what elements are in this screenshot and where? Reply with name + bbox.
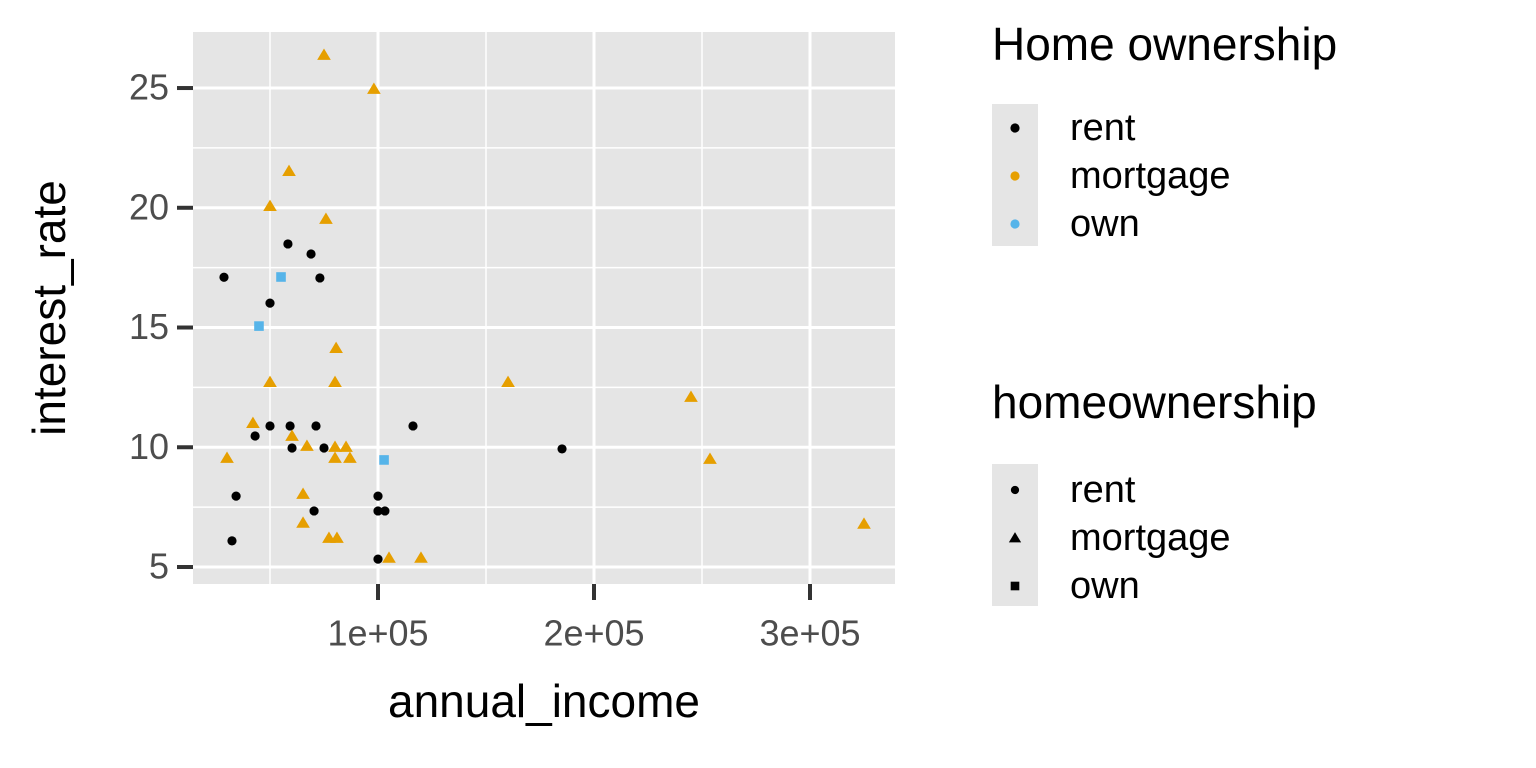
y-axis-title: interest_rate <box>23 180 75 436</box>
y-tick-label: 15 <box>129 306 169 347</box>
point <box>330 531 344 543</box>
legend-label: own <box>1070 203 1140 245</box>
legend-key <box>1010 581 1020 591</box>
point <box>857 517 871 529</box>
y-tick-label: 5 <box>149 546 169 587</box>
point <box>254 321 264 331</box>
panel <box>193 32 895 584</box>
point <box>328 375 342 387</box>
point <box>684 390 698 402</box>
point <box>703 452 717 464</box>
legend-title: Home ownership <box>992 18 1337 70</box>
point <box>343 451 357 463</box>
point <box>408 421 418 431</box>
point <box>287 443 297 453</box>
x-tick-label: 1e+05 <box>327 613 428 654</box>
point <box>296 487 310 499</box>
point <box>285 421 295 431</box>
point <box>306 249 316 259</box>
point <box>263 199 277 211</box>
point <box>309 506 319 516</box>
point <box>373 491 383 501</box>
legend-label: mortgage <box>1070 517 1231 559</box>
point <box>231 491 241 501</box>
point <box>315 273 325 283</box>
point <box>296 516 310 528</box>
x-tick-label: 2e+05 <box>543 613 644 654</box>
point <box>265 421 275 431</box>
point <box>276 272 286 282</box>
point <box>339 440 353 452</box>
point <box>319 212 333 224</box>
point <box>317 48 331 60</box>
point <box>263 375 277 387</box>
point <box>220 451 234 463</box>
point <box>283 239 293 249</box>
point <box>246 416 260 428</box>
legend-title: homeownership <box>992 376 1317 428</box>
point <box>219 272 229 282</box>
legend-key <box>1010 171 1020 181</box>
y-tick-label: 25 <box>129 67 169 108</box>
point <box>367 82 381 94</box>
point <box>501 375 515 387</box>
point <box>319 443 329 453</box>
point <box>379 455 389 465</box>
point <box>329 341 343 353</box>
y-tick-label: 10 <box>129 426 169 467</box>
point <box>557 444 567 454</box>
point <box>382 551 396 563</box>
legend-key <box>1008 532 1022 543</box>
legend-label: rent <box>1070 469 1136 511</box>
point <box>227 536 237 546</box>
x-tick-label: 3e+05 <box>759 613 860 654</box>
point <box>328 451 342 463</box>
point <box>328 440 342 452</box>
point <box>265 298 275 308</box>
point <box>300 439 314 451</box>
point <box>282 164 296 177</box>
point <box>373 554 383 564</box>
y-tick-label: 20 <box>129 186 169 227</box>
point <box>311 421 321 431</box>
legend-key <box>1010 123 1020 133</box>
legend-label: rent <box>1070 107 1136 149</box>
point <box>250 431 260 441</box>
point <box>373 506 383 516</box>
x-axis-title: annual_income <box>388 675 700 727</box>
legend-label: mortgage <box>1070 155 1231 197</box>
point <box>285 429 299 441</box>
legend-key <box>1010 485 1020 495</box>
legend-label: own <box>1070 565 1140 607</box>
point <box>414 551 428 563</box>
legend-key <box>1010 219 1020 229</box>
point <box>380 506 390 516</box>
